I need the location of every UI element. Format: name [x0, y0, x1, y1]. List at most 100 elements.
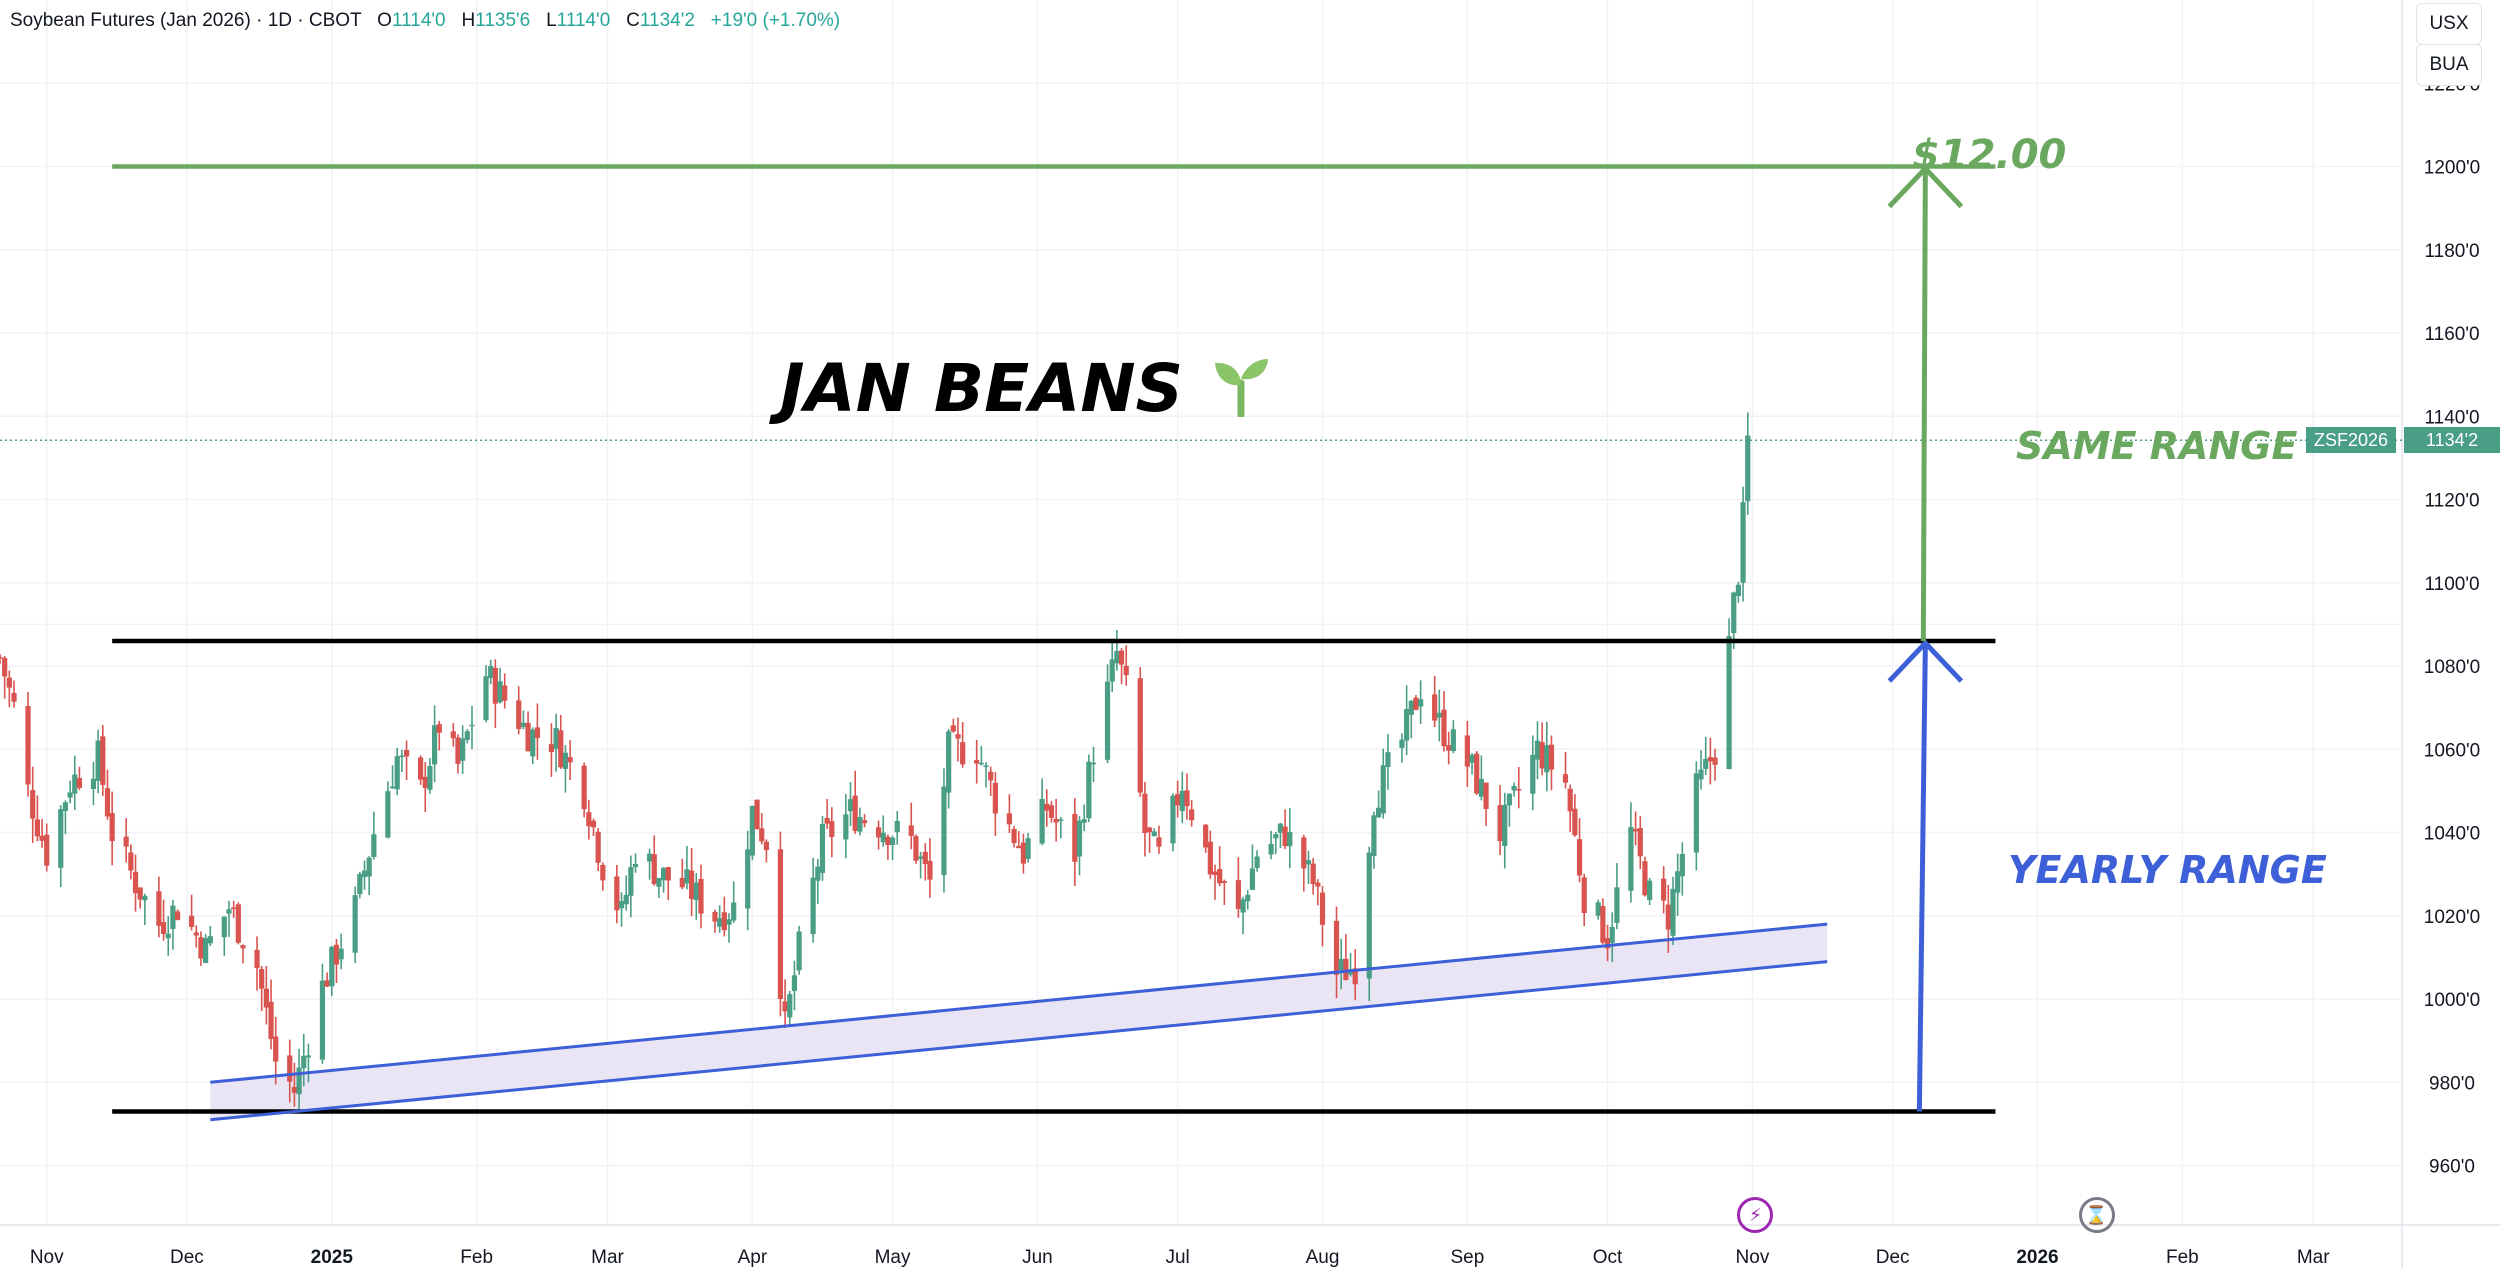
candle-body[interactable] [1217, 869, 1223, 884]
event-bolt-icon[interactable]: ⚡ [1737, 1197, 1774, 1233]
candle-body[interactable] [586, 812, 592, 827]
candle-body[interactable] [1203, 824, 1209, 848]
candle-body[interactable] [34, 819, 40, 837]
candle-body[interactable] [1539, 742, 1545, 769]
candle-body[interactable] [646, 853, 653, 862]
candle-body[interactable] [791, 975, 798, 991]
candle-body[interactable] [1572, 808, 1578, 836]
candle-body[interactable] [1380, 765, 1386, 814]
candle-body[interactable] [1245, 894, 1251, 902]
candle-body[interactable] [170, 905, 176, 929]
candle-body[interactable] [11, 692, 17, 702]
candle-body[interactable] [1090, 762, 1097, 765]
candle-body[interactable] [1450, 729, 1456, 752]
candle-body[interactable] [30, 790, 36, 819]
candle-body[interactable] [1338, 958, 1344, 971]
candle-body[interactable] [1146, 827, 1153, 833]
candle-body[interactable] [796, 931, 802, 971]
candle-body[interactable] [1408, 700, 1414, 715]
candle-body[interactable] [6, 677, 12, 688]
candle-body[interactable] [1114, 651, 1120, 664]
candle-body[interactable] [731, 902, 737, 921]
candle-body[interactable] [1693, 773, 1699, 853]
candle-body[interactable] [273, 1036, 279, 1062]
candle-body[interactable] [90, 778, 97, 789]
candle-body[interactable] [492, 667, 498, 704]
candle-body[interactable] [1544, 745, 1550, 773]
candle-body[interactable] [39, 835, 45, 841]
candle-body[interactable] [852, 795, 858, 831]
candle-body[interactable] [399, 755, 405, 758]
candle-body[interactable] [1441, 709, 1447, 747]
candle-body[interactable] [600, 864, 606, 881]
candle-body[interactable] [198, 937, 204, 959]
candle-body[interactable] [235, 904, 241, 943]
candle-body[interactable] [530, 729, 536, 757]
candle-body[interactable] [918, 856, 924, 859]
candle-body[interactable] [1184, 790, 1190, 807]
candle-body[interactable] [1039, 799, 1045, 844]
candle-body[interactable] [721, 912, 727, 931]
candle-body[interactable] [352, 895, 358, 953]
candle-body[interactable] [460, 738, 466, 761]
candle-body[interactable] [422, 776, 428, 788]
candle-body[interactable] [497, 681, 503, 703]
candle-body[interactable] [502, 685, 508, 701]
candle-body[interactable] [516, 700, 522, 729]
candle-body[interactable] [1675, 871, 1681, 893]
candle-body[interactable] [960, 742, 966, 765]
candle-body[interactable] [1595, 902, 1601, 916]
candle-body[interactable] [1305, 860, 1312, 865]
candle-body[interactable] [464, 731, 470, 740]
candle-body[interactable] [104, 788, 111, 817]
candle-body[interactable] [488, 666, 494, 679]
candle-body[interactable] [992, 782, 998, 814]
currency-usx-button[interactable]: USX [2416, 3, 2482, 45]
candle-body[interactable] [567, 757, 573, 763]
candle-body[interactable] [1333, 920, 1340, 975]
candle-body[interactable] [1604, 938, 1611, 949]
candle-body[interactable] [745, 849, 751, 909]
candle-body[interactable] [660, 867, 667, 881]
candle-body[interactable] [913, 836, 919, 861]
candle-body[interactable] [1371, 815, 1377, 857]
candle-body[interactable] [1511, 785, 1517, 791]
candle-body[interactable] [291, 1086, 298, 1093]
candle-body[interactable] [1375, 807, 1382, 818]
candle-body[interactable] [1221, 881, 1227, 883]
candle-body[interactable] [829, 821, 835, 837]
price-axis[interactable]: 960'0 980'0 1000'0 1020'0 1040'0 1060'0 1080'0… [2424, 74, 2480, 1177]
candle-body[interactable] [123, 836, 129, 847]
candle-body[interactable] [1740, 502, 1746, 583]
candle-body[interactable] [160, 922, 167, 935]
candle-body[interactable] [1679, 853, 1685, 877]
candle-body[interactable] [72, 774, 78, 794]
candle-body[interactable] [1048, 805, 1055, 818]
candle-body[interactable] [628, 867, 634, 896]
candle-body[interactable] [815, 866, 821, 881]
candle-body[interactable] [165, 933, 171, 939]
candle-body[interactable] [946, 731, 952, 793]
candle-body[interactable] [1011, 828, 1017, 844]
candle-body[interactable] [1137, 678, 1143, 793]
candle-body[interactable] [1637, 828, 1643, 857]
candle-body[interactable] [1642, 861, 1648, 896]
candle-body[interactable] [1703, 758, 1709, 769]
candle-body[interactable] [1179, 790, 1185, 812]
candle-body[interactable] [432, 725, 438, 765]
candle-body[interactable] [623, 894, 629, 905]
candle-body[interactable] [1469, 754, 1475, 763]
candle-body[interactable] [188, 915, 195, 927]
candle-body[interactable] [698, 878, 704, 914]
candle-body[interactable] [207, 936, 213, 944]
candle-body[interactable] [941, 786, 947, 875]
candle-body[interactable] [759, 828, 765, 842]
candle-body[interactable] [333, 944, 340, 965]
candle-body[interactable] [922, 851, 928, 865]
candle-body[interactable] [62, 802, 69, 812]
candle-body[interactable] [1600, 906, 1606, 943]
candle-body[interactable] [1399, 739, 1405, 748]
candle-body[interactable] [389, 786, 396, 789]
candle-body[interactable] [810, 877, 816, 935]
